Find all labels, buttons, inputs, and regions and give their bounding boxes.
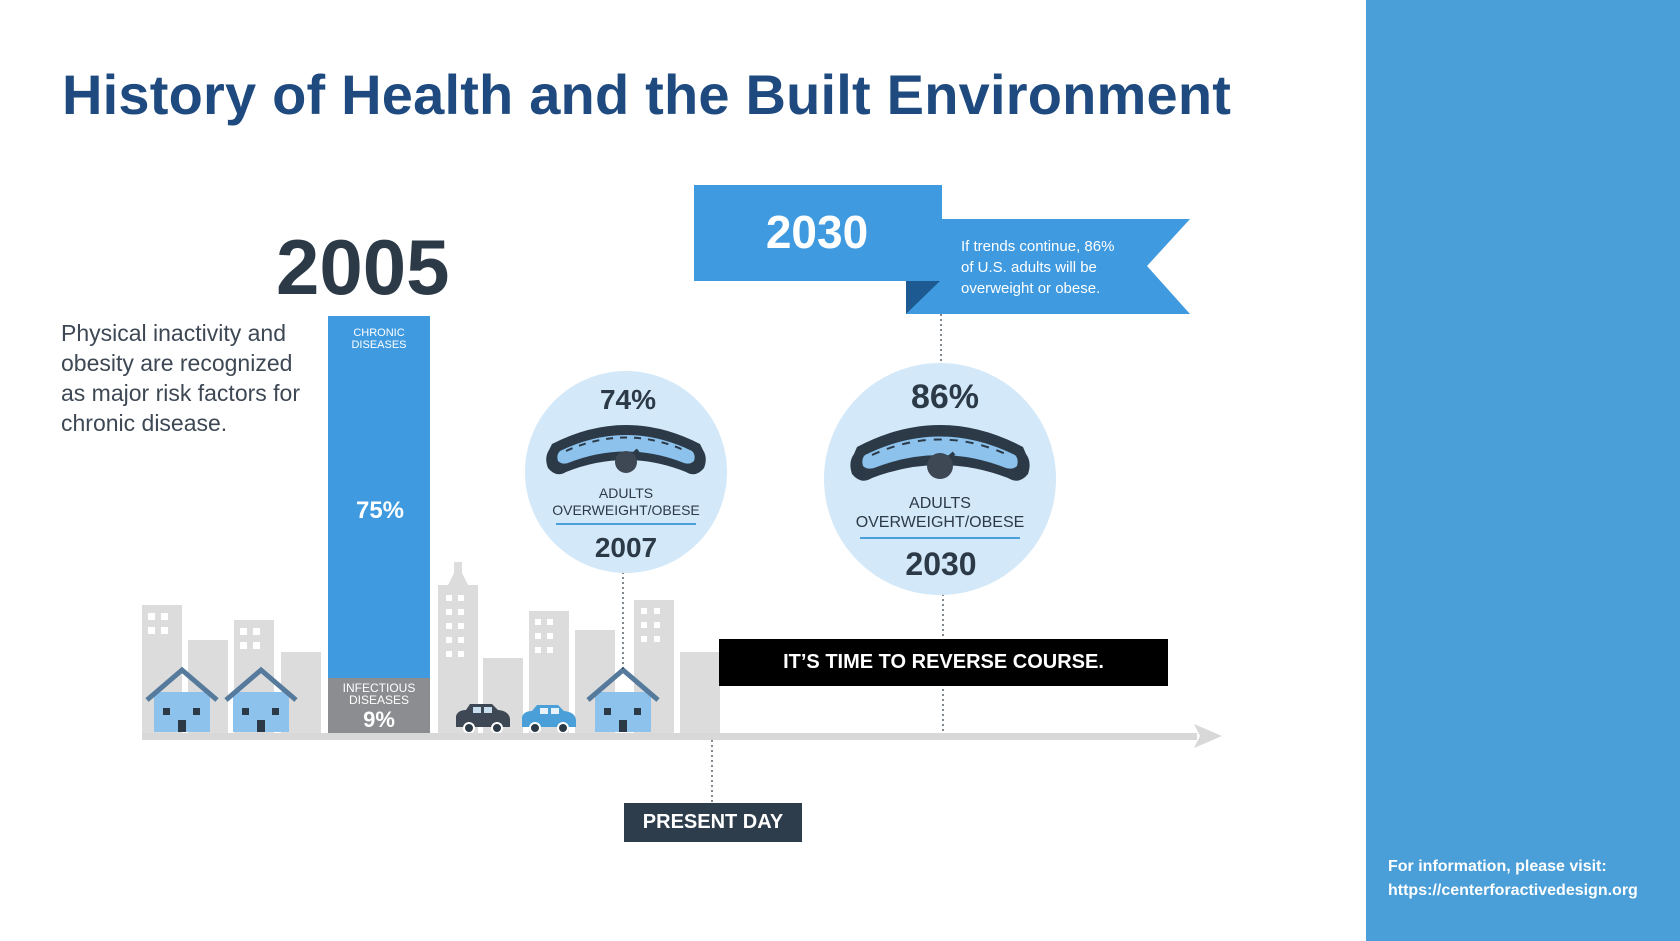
year-2005: 2005 (276, 223, 450, 311)
banner-text-line-3: overweight or obese. (961, 280, 1100, 297)
gauge-2030-label-2: OVERWEIGHT/OBESE (856, 514, 1025, 531)
house-icon (145, 666, 219, 732)
gauge-2007-year: 2007 (595, 532, 657, 563)
banner-2030: 2030 If trends continue, 86% of U.S. adu… (694, 185, 1190, 314)
banner-year: 2030 (766, 206, 868, 258)
infectious-label-2: DISEASES (349, 693, 409, 707)
timeline-scene: CHRONIC DISEASES 75% INFECTIOUS DISEASES… (142, 185, 1222, 803)
page-title: History of Health and the Built Environm… (62, 63, 1232, 126)
house-icon (224, 666, 298, 732)
side-panel (1366, 0, 1680, 941)
gauge-2007-label-2: OVERWEIGHT/OBESE (552, 502, 700, 518)
chronic-value: 75% (356, 497, 404, 524)
timeline-arrow-icon (1194, 724, 1222, 748)
banner-text-line-2: of U.S. adults will be (961, 259, 1097, 276)
disease-bar: CHRONIC DISEASES 75% INFECTIOUS DISEASES… (328, 316, 430, 733)
chronic-label-1: CHRONIC (353, 327, 404, 339)
gauge-2007-label-1: ADULTS (599, 485, 653, 501)
banner-text-line-1: If trends continue, 86% (961, 238, 1114, 255)
gauge-2030-year: 2030 (905, 546, 976, 582)
present-day-label: PRESENT DAY (624, 803, 802, 842)
gauge-2030-percent: 86% (911, 378, 979, 416)
gauge-2030-label-1: ADULTS (909, 495, 971, 512)
gauge-2007: 74% ADULTS OVERWEIGHT/OBESE 2007 (525, 371, 727, 573)
gauge-2030: 86% ADULTS OVERWEIGHT/OBESE 2030 (824, 363, 1056, 595)
info-text: For information, please visit: https://c… (1388, 855, 1638, 903)
timeline-axis (142, 733, 1197, 740)
infectious-segment (328, 678, 430, 733)
house-icon (586, 666, 660, 732)
chronic-label-2: DISEASES (351, 339, 406, 351)
chronic-segment (328, 316, 430, 678)
description: Physical inactivity and obesity are reco… (61, 320, 300, 436)
building-windows (148, 595, 660, 657)
reverse-course-banner: IT’S TIME TO REVERSE COURSE. (719, 639, 1168, 686)
info-line-1: For information, please visit: (1388, 858, 1607, 875)
info-url[interactable]: https://centerforactivedesign.org (1388, 882, 1638, 899)
infectious-value: 9% (363, 707, 395, 732)
infectious-label-1: INFECTIOUS (343, 681, 416, 695)
gauge-2007-percent: 74% (600, 384, 656, 415)
